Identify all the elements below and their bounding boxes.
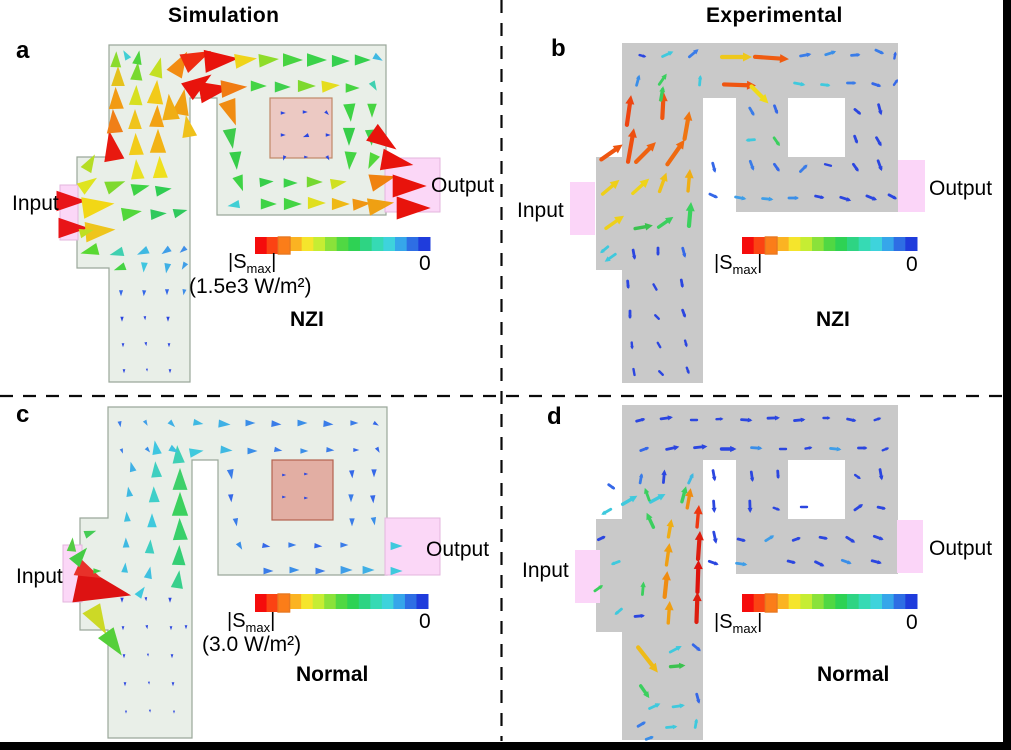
scale-label-c: (3.0 W/m²) (202, 633, 302, 656)
output-port (897, 520, 923, 573)
panel-b-graphic (570, 43, 925, 383)
panel-label-a: a (16, 37, 30, 64)
panel-d-graphic (575, 405, 923, 741)
square-hole (788, 460, 845, 519)
colorbar-zero-label-d: 0 (906, 611, 918, 634)
input-label-d: Input (522, 559, 569, 582)
vector-field-arrows (593, 415, 890, 741)
colorbar (742, 236, 918, 255)
output-label-a: Output (431, 174, 495, 197)
colorbar (255, 593, 429, 613)
colorbar-zero-label-b: 0 (906, 253, 918, 276)
input-label-a: Input (12, 192, 59, 215)
square-hole (788, 98, 845, 157)
colorbar-max-label-b: |Smax| (714, 252, 763, 277)
colorbar-max-label-a: |Smax| (228, 251, 277, 276)
obstacle-square (269, 97, 333, 159)
input-port (575, 550, 600, 603)
waveguide-structure (596, 405, 898, 740)
scale-label-a: (1.5e3 W/m²) (189, 275, 312, 298)
material-label-a: NZI (290, 308, 324, 331)
column-title-experimental: Experimental (706, 4, 843, 27)
column-title-simulation: Simulation (168, 4, 280, 27)
output-port (898, 160, 925, 212)
colorbar-zero-label-a: 0 (419, 252, 431, 275)
input-label-c: Input (16, 565, 63, 588)
material-label-d: Normal (817, 663, 890, 686)
output-label-d: Output (929, 537, 993, 560)
input-label-b: Input (517, 199, 564, 222)
input-port (570, 182, 595, 235)
material-label-c: Normal (296, 663, 369, 686)
obstacle-square (271, 459, 334, 521)
panel-a-graphic (56, 44, 441, 383)
colorbar (742, 593, 918, 613)
colorbar-max-label-c: |Smax| (227, 610, 276, 635)
output-label-b: Output (929, 177, 993, 200)
output-label-c: Output (426, 538, 490, 561)
waveguide-structure (596, 43, 898, 383)
right-border (1003, 0, 1011, 750)
colorbar (255, 236, 431, 255)
vector-field-arrows (66, 418, 403, 714)
panel-label-b: b (551, 35, 566, 62)
colorbar-max-label-d: |Smax| (714, 611, 763, 636)
colorbar-zero-label-c: 0 (419, 610, 431, 633)
panel-label-d: d (547, 403, 562, 430)
vector-field-arrows (56, 49, 431, 374)
panel-c-graphic (62, 406, 441, 739)
material-label-b: NZI (816, 308, 850, 331)
bottom-border (0, 742, 1011, 750)
panel-label-c: c (16, 401, 30, 428)
